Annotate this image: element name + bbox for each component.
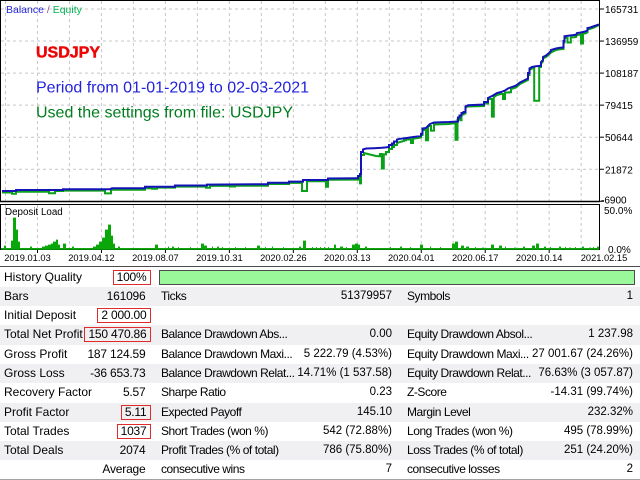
svg-text:Used the settings from file: U: Used the settings from file: USDJPY <box>36 105 293 122</box>
svg-text:-6900: -6900 <box>601 195 627 206</box>
svg-text:2020.04.01: 2020.04.01 <box>388 253 435 263</box>
svg-text:2020.02.26: 2020.02.26 <box>260 253 307 263</box>
svg-text:21872: 21872 <box>605 165 633 176</box>
svg-text:0.0%: 0.0% <box>608 245 631 256</box>
svg-text:50644: 50644 <box>605 133 633 144</box>
svg-text:2021.02.15: 2021.02.15 <box>581 253 628 263</box>
svg-text:108187: 108187 <box>605 69 639 80</box>
svg-text:Period from 01-01-2019 to 02-0: Period from 01-01-2019 to 02-03-2021 <box>36 80 309 97</box>
svg-text:2020.03.13: 2020.03.13 <box>324 253 371 263</box>
svg-text:2019.10.31: 2019.10.31 <box>196 253 243 263</box>
svg-text:50.0%: 50.0% <box>604 206 632 217</box>
svg-text:79415: 79415 <box>605 101 633 112</box>
svg-text:USDJPY: USDJPY <box>36 45 100 62</box>
svg-text:2019.04.12: 2019.04.12 <box>68 253 115 263</box>
svg-text:136959: 136959 <box>605 37 639 48</box>
svg-text:2019.08.07: 2019.08.07 <box>132 253 179 263</box>
svg-text:Balance / Equity: Balance / Equity <box>6 4 83 16</box>
svg-text:165731: 165731 <box>605 5 639 16</box>
svg-text:Deposit Load: Deposit Load <box>5 207 63 218</box>
svg-text:2019.01.03: 2019.01.03 <box>4 253 51 263</box>
svg-text:2020.06.17: 2020.06.17 <box>452 253 499 263</box>
svg-text:2020.10.14: 2020.10.14 <box>516 253 563 263</box>
